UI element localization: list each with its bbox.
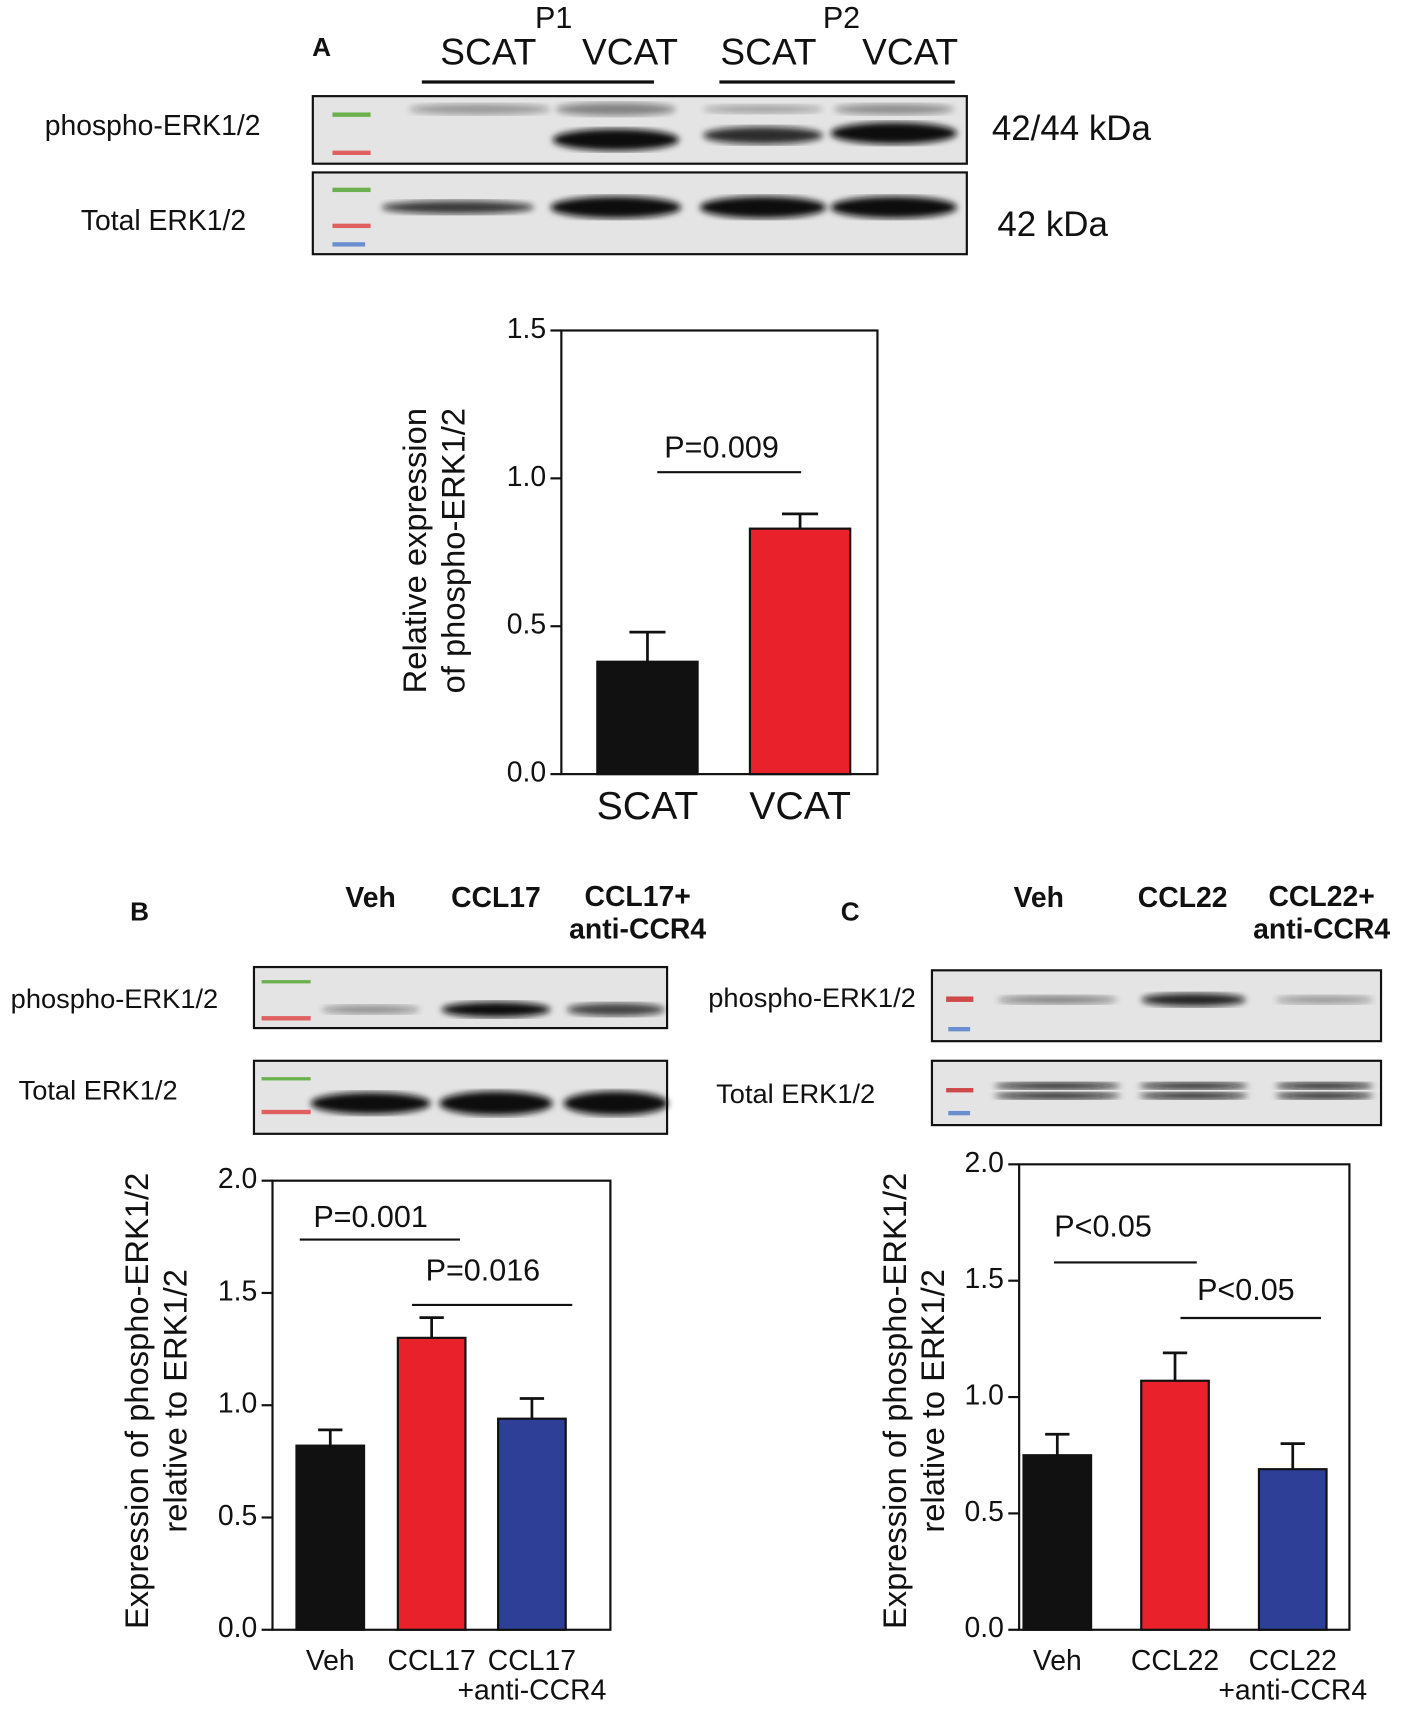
plot-frame: [560, 329, 879, 776]
x-tick-label: VCAT: [749, 785, 851, 828]
y-tick-label: 1.0: [218, 1388, 257, 1420]
annotation: P=0.001: [313, 1200, 428, 1234]
x-tick-label: CCL17 +anti-CCR4: [457, 1646, 607, 1707]
panel-label: B: [130, 897, 149, 927]
annotation: P=0.009: [664, 430, 779, 464]
bar: [1022, 1454, 1093, 1631]
row-label: Total ERK1/2: [19, 1075, 178, 1106]
x-tick-label: SCAT: [596, 785, 699, 828]
lane-label: CCL17: [451, 882, 541, 914]
lane-label: CCL22: [1138, 882, 1228, 914]
bar: [596, 660, 699, 776]
lane-label: VCAT: [862, 31, 958, 73]
x-tick-label: Veh: [1032, 1646, 1082, 1677]
y-tick-label: 2.0: [218, 1163, 257, 1195]
y-tick-label: 0.0: [964, 1612, 1003, 1644]
annotation: P=0.016: [426, 1253, 541, 1287]
y-axis-label-box: Relative expression of phospho-ERK1/2: [397, 407, 472, 694]
y-tick-label: 0.0: [218, 1612, 257, 1644]
lane-label: SCAT: [440, 31, 536, 73]
y-tick-label: 1.0: [507, 461, 546, 493]
bar: [748, 527, 852, 776]
x-tick-label: CCL17: [387, 1646, 476, 1677]
annotation: P<0.05: [1054, 1210, 1152, 1244]
size-label: 42 kDa: [997, 205, 1108, 244]
y-axis-label-box: Expression of phospho-ERK1/2 relative to…: [877, 1172, 952, 1629]
row-label: Total ERK1/2: [81, 205, 246, 237]
y-tick-label: 1.5: [964, 1263, 1003, 1295]
lane-label: Veh: [345, 882, 395, 914]
size-label: 42/44 kDa: [992, 109, 1152, 148]
row-label: phospho-ERK1/2: [45, 110, 261, 142]
x-tick-label-box: VCAT: [749, 785, 851, 828]
annotation: P<0.05: [1197, 1273, 1295, 1307]
blot: [311, 95, 968, 256]
bar: [1257, 1468, 1328, 1631]
group-label: P2: [823, 1, 860, 35]
y-tick-label: 0.5: [507, 609, 546, 641]
row-label: phospho-ERK1/2: [708, 982, 916, 1013]
y-axis-label: Expression of phospho-ERK1/2 relative to…: [877, 1172, 952, 1629]
group-label: P1: [535, 1, 572, 35]
y-axis-label: Relative expression of phospho-ERK1/2: [397, 407, 472, 694]
lane-label: CCL17+ anti-CCR4: [569, 880, 707, 946]
y-tick-label: 0.5: [218, 1500, 257, 1532]
lane-label: SCAT: [720, 31, 816, 73]
row-label: Total ERK1/2: [716, 1078, 875, 1109]
row-label: phospho-ERK1/2: [11, 983, 219, 1014]
bar: [1140, 1379, 1210, 1631]
x-tick-label-box: Veh: [1032, 1646, 1082, 1677]
y-tick-label: 0.5: [964, 1496, 1003, 1528]
lane-label: Veh: [1014, 882, 1064, 914]
y-axis-label: Expression of phospho-ERK1/2 relative to…: [119, 1172, 194, 1629]
x-tick-label: Veh: [305, 1646, 355, 1677]
x-tick-label-box: SCAT: [596, 785, 699, 828]
x-tick-label-box: CCL22: [1130, 1646, 1220, 1677]
x-tick-label-box: Veh: [305, 1646, 355, 1677]
x-tick-label-box: CCL17: [387, 1646, 476, 1677]
x-tick-label-box: CCL17 +anti-CCR4: [457, 1646, 607, 1707]
x-tick-label: CCL22: [1130, 1646, 1220, 1677]
blot: [930, 969, 1383, 1127]
y-tick-label: 0.0: [507, 757, 546, 789]
bar: [396, 1336, 467, 1631]
lane-label: CCL22+ anti-CCR4: [1253, 880, 1391, 946]
lane-label: VCAT: [582, 31, 678, 73]
y-tick-label: 1.5: [218, 1275, 257, 1307]
y-tick-label: 1.5: [507, 313, 546, 345]
panel-label: A: [312, 32, 331, 62]
y-axis-label-box: Expression of phospho-ERK1/2 relative to…: [119, 1172, 194, 1629]
y-tick-label: 1.0: [964, 1380, 1003, 1412]
panel-label: C: [841, 897, 860, 927]
y-tick-label: 2.0: [964, 1147, 1003, 1179]
bar: [295, 1444, 366, 1631]
lane-label-box: CCL17+ anti-CCR4: [569, 880, 707, 946]
blot: [252, 965, 669, 1135]
x-tick-label: CCL22 +anti-CCR4: [1218, 1646, 1368, 1707]
x-tick-label-box: CCL22 +anti-CCR4: [1218, 1646, 1368, 1707]
bar: [497, 1417, 567, 1631]
lane-label-box: CCL22+ anti-CCR4: [1253, 880, 1391, 946]
